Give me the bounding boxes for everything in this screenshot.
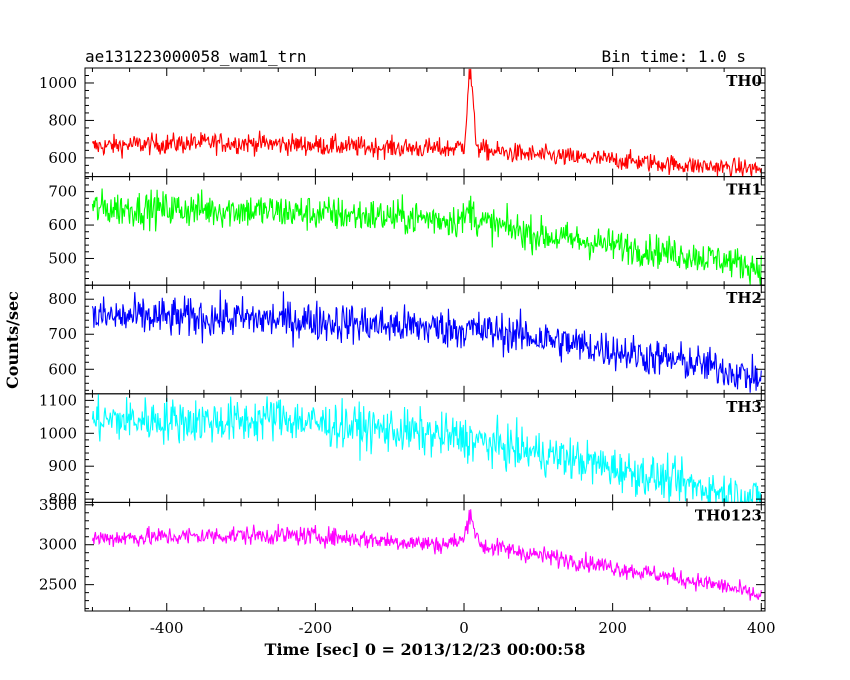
y-tick-label: 800	[48, 490, 77, 508]
y-tick-label: 1000	[39, 74, 77, 92]
x-tick-label: 400	[747, 619, 776, 637]
y-tick-label: 700	[48, 183, 77, 201]
panel-frame	[84, 501, 766, 612]
series-line-th0123	[91, 509, 762, 601]
panel-label-th1: TH1	[726, 181, 762, 199]
x-tick-label: 200	[598, 619, 627, 637]
y-tick-label: 500	[48, 249, 77, 267]
y-tick-label: 800	[48, 290, 77, 308]
panel-label-th0123: TH0123	[695, 506, 762, 524]
panel-label-th2: TH2	[726, 289, 762, 307]
panel-th0: 600 800 1000 TH0	[39, 67, 766, 178]
series-line-th1	[91, 188, 762, 286]
y-tick-label: 2500	[39, 576, 77, 594]
y-axis-label: Counts/sec	[3, 291, 22, 389]
panel-frame	[84, 67, 766, 178]
panel-th0123: 2500 3000 3500 TH0123	[39, 496, 766, 612]
panel-th3: 800 900 1000 1100 TH3	[39, 391, 766, 508]
x-tick-label: -200	[299, 619, 333, 637]
y-tick-label: 600	[48, 149, 77, 167]
y-tick-label: 3000	[39, 536, 77, 554]
panel-frame	[84, 176, 766, 286]
y-tick-label: 600	[48, 216, 77, 234]
panel-th2: 600 700 800 TH2	[48, 284, 766, 395]
series-line-th0	[91, 68, 762, 177]
panel-label-th0: TH0	[726, 72, 762, 90]
y-tick-label: 700	[48, 325, 77, 343]
y-tick-label: 3500	[39, 496, 77, 514]
series-line-th2	[91, 289, 762, 393]
panel-th1: 500 600 700 TH1	[48, 176, 766, 286]
x-axis-label: Time [sec] 0 = 2013/12/23 00:00:58	[265, 640, 586, 659]
series-line-th3	[91, 393, 762, 503]
y-tick-label: 800	[48, 111, 77, 129]
bin-time-label: Bin time: 1.0 s	[602, 47, 747, 66]
y-tick-label: 600	[48, 360, 77, 378]
chart-title: ae131223000058_wam1_trn	[85, 47, 307, 66]
y-tick-label: 1000	[39, 424, 77, 442]
y-tick-label: 1100	[39, 391, 77, 409]
x-tick-label: -400	[150, 619, 184, 637]
x-tick-label: 0	[459, 619, 469, 637]
panel-label-th3: TH3	[726, 398, 762, 416]
y-tick-label: 900	[48, 457, 77, 475]
